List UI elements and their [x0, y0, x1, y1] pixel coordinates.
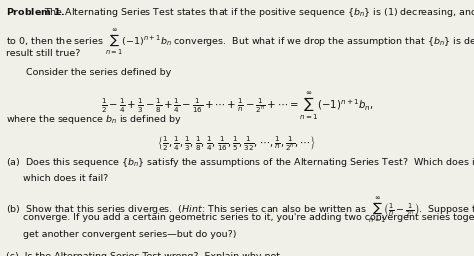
Text: (c)  Is the Alternating Series Test wrong?  Explain why not.: (c) Is the Alternating Series Test wrong… — [6, 252, 283, 256]
Text: $\left\{\frac{1}{2}, \frac{1}{4}, \frac{1}{3}, \frac{1}{8}, \frac{1}{4}, \frac{1: $\left\{\frac{1}{2}, \frac{1}{4}, \frac{… — [157, 134, 317, 153]
Text: converge. If you add a certain geometric series to it, you're adding two converg: converge. If you add a certain geometric… — [23, 213, 474, 222]
Text: $\mathbf{Problem\ 1.}$: $\mathbf{Problem\ 1.}$ — [6, 6, 65, 17]
Text: Consider the series defined by: Consider the series defined by — [26, 68, 171, 77]
Text: get another convergent series—but do you?): get another convergent series—but do you… — [23, 230, 236, 239]
Text: result still true?: result still true? — [6, 49, 81, 58]
Text: where the sequence $b_n$ is defined by: where the sequence $b_n$ is defined by — [6, 113, 182, 126]
Text: The Alternating Series Test states that if the positive sequence $\{b_n\}$ is (1: The Alternating Series Test states that … — [44, 6, 474, 19]
Text: $\frac{1}{2} - \frac{1}{4} + \frac{1}{3} - \frac{1}{8} + \frac{1}{4} - \frac{1}{: $\frac{1}{2} - \frac{1}{4} + \frac{1}{3}… — [100, 91, 374, 122]
Text: to 0, then the series $\sum_{n=1}^{\infty}(-1)^{n+1}b_n$ converges.  But what if: to 0, then the series $\sum_{n=1}^{\inft… — [6, 28, 474, 57]
Text: which does it fail?: which does it fail? — [23, 174, 108, 183]
Text: (b)  Show that this series diverges.  ($\mathit{Hint}$: This series can also be : (b) Show that this series diverges. ($\m… — [6, 196, 474, 225]
Text: (a)  Does this sequence $\{b_n\}$ satisfy the assumptions of the Alternating Ser: (a) Does this sequence $\{b_n\}$ satisfy… — [6, 156, 474, 169]
